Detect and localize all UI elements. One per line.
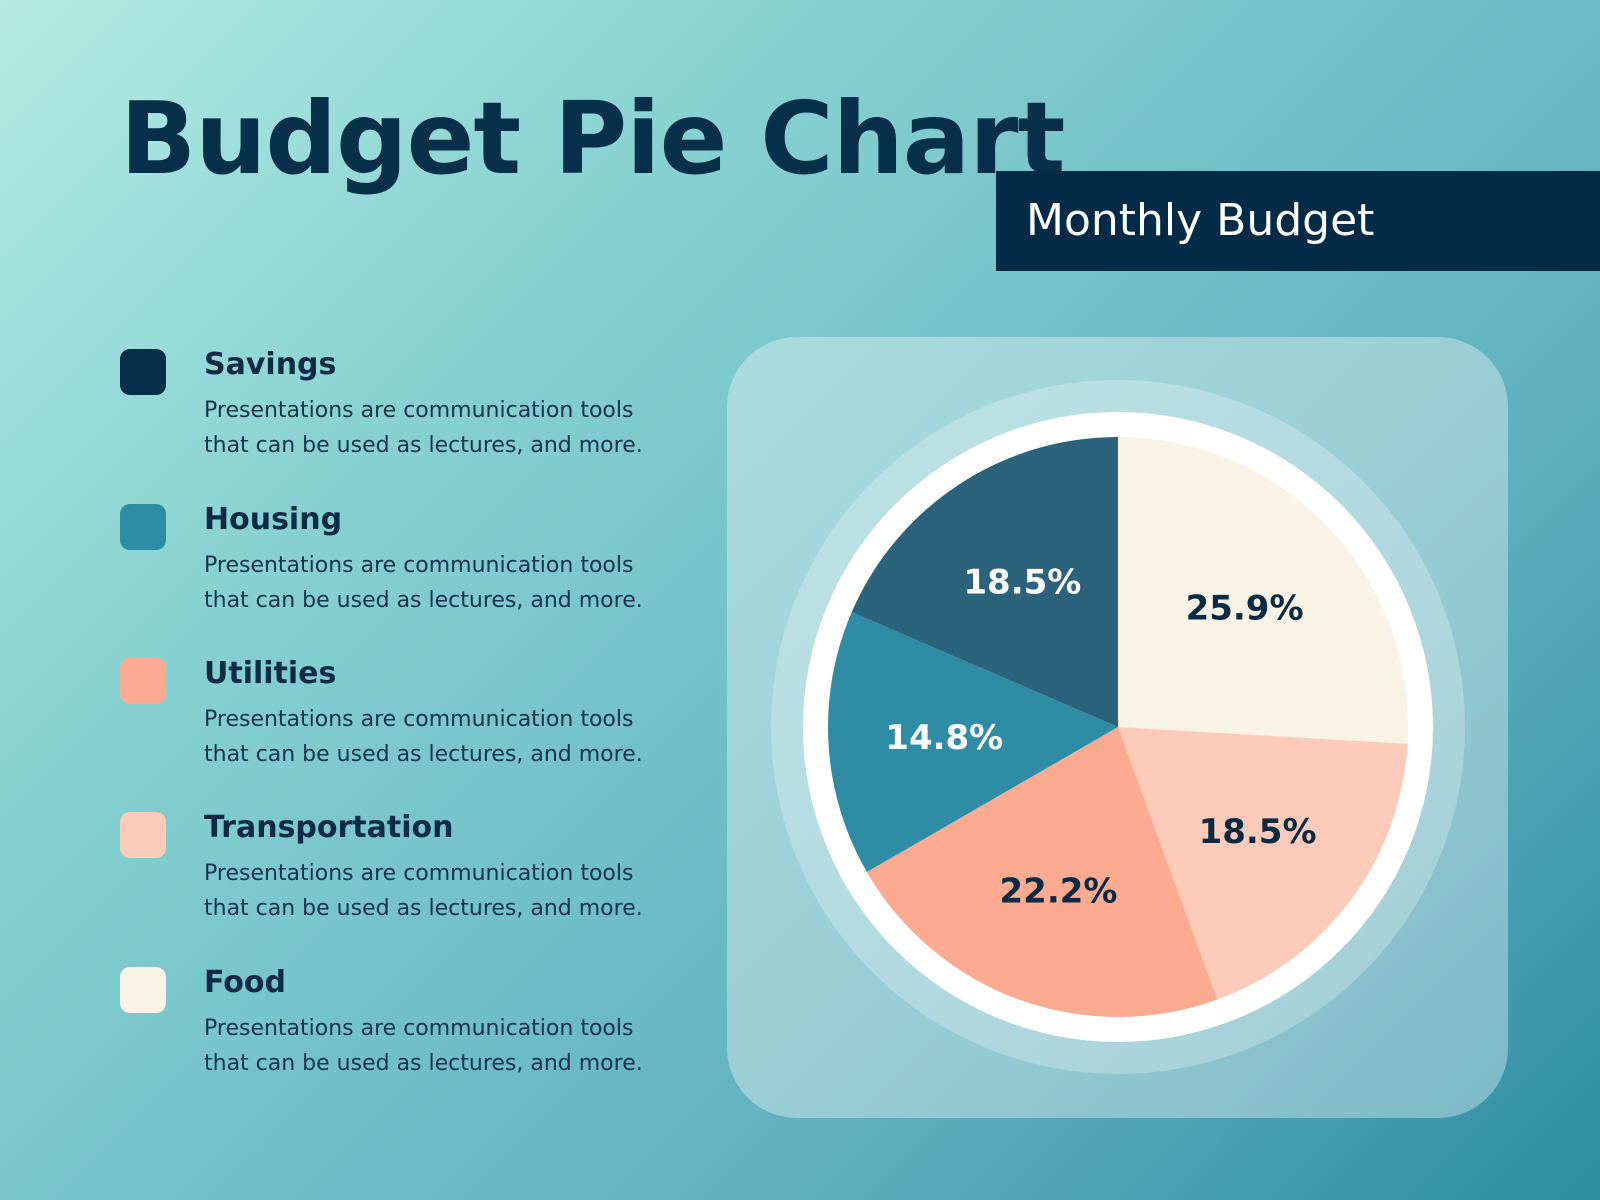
pie-slice-utilities bbox=[866, 727, 1218, 1017]
legend-label: Housing bbox=[204, 502, 343, 537]
slice-label-savings: 18.5% bbox=[963, 563, 1081, 603]
page-title: Budget Pie Chart bbox=[120, 80, 1065, 197]
pie-slice-transportation bbox=[1118, 727, 1408, 1000]
subtitle: Monthly Budget bbox=[1026, 195, 1375, 246]
legend-swatch bbox=[120, 504, 166, 550]
legend-swatch bbox=[120, 967, 166, 1013]
legend-swatch bbox=[120, 658, 166, 704]
legend-swatch bbox=[120, 812, 166, 858]
legend-label: Utilities bbox=[204, 656, 337, 691]
legend-description: Presentations are communication tools th… bbox=[204, 398, 643, 458]
slice-label-utilities: 22.2% bbox=[1000, 872, 1118, 912]
legend-label: Savings bbox=[204, 347, 337, 382]
legend-swatch bbox=[120, 349, 166, 395]
pie-slice-food bbox=[1118, 437, 1408, 744]
slice-label-housing: 14.8% bbox=[885, 718, 1003, 758]
legend-description: Presentations are communication tools th… bbox=[204, 1016, 643, 1076]
legend-description: Presentations are communication tools th… bbox=[204, 861, 643, 921]
legend-description: Presentations are communication tools th… bbox=[204, 707, 643, 767]
legend-description: Presentations are communication tools th… bbox=[204, 553, 643, 613]
legend-label: Food bbox=[204, 965, 286, 1000]
slice-label-food: 25.9% bbox=[1186, 589, 1304, 629]
legend-label: Transportation bbox=[204, 810, 454, 845]
slice-label-transportation: 18.5% bbox=[1199, 812, 1317, 852]
subtitle-banner: Monthly Budget bbox=[996, 171, 1600, 271]
pie-slice-savings bbox=[851, 437, 1118, 727]
pie-slice-housing bbox=[828, 612, 1118, 872]
